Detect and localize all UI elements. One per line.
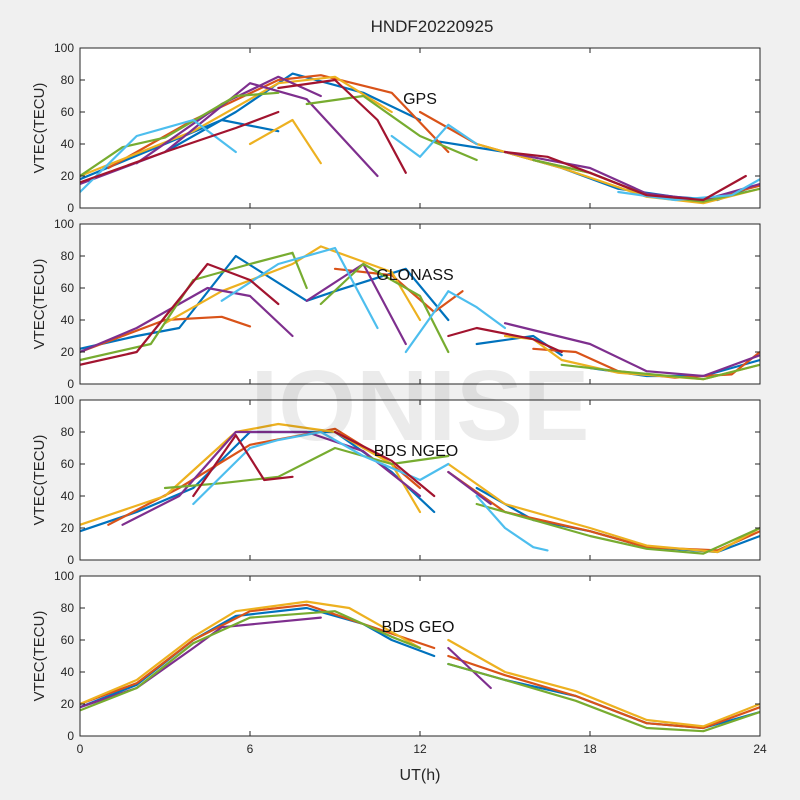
series-group xyxy=(80,422,760,555)
y-axis-label: VTEC(TECU) xyxy=(31,259,48,350)
series-line-4 xyxy=(80,315,252,354)
y-tick-label: 0 xyxy=(67,201,74,215)
y-tick-label: 80 xyxy=(61,249,75,263)
y-tick-label: 80 xyxy=(61,73,75,87)
y-tick-label: 20 xyxy=(61,521,75,535)
series-line-13 xyxy=(192,434,294,498)
panel-3: 0 20 40 60 80 100 VTEC(TECU) BDS NGEO xyxy=(31,393,761,567)
watermark: IONISE xyxy=(251,350,590,462)
series-group xyxy=(80,600,760,733)
x-tick-label: 18 xyxy=(583,742,597,756)
y-tick-label: 20 xyxy=(61,345,75,359)
x-tick-label: 6 xyxy=(247,742,254,756)
series-line-6 xyxy=(447,638,760,728)
series-line-10 xyxy=(447,662,760,733)
series-line-2 xyxy=(163,72,422,154)
y-tick-label: 80 xyxy=(61,425,75,439)
y-axis-label: VTEC(TECU) xyxy=(31,435,48,526)
series-line-14 xyxy=(560,363,760,381)
constellation-label: BDS NGEO xyxy=(374,443,458,460)
series-line-16 xyxy=(404,290,507,354)
series-line-9 xyxy=(80,286,294,354)
series-line-20 xyxy=(503,150,747,202)
y-tick-label: 60 xyxy=(61,105,75,119)
y-axis-label: VTEC(TECU) xyxy=(31,611,48,702)
series-line-10 xyxy=(135,75,322,165)
series-group xyxy=(80,245,760,381)
y-tick-label: 20 xyxy=(61,169,75,183)
series-line-10 xyxy=(475,502,760,555)
series-line-12 xyxy=(475,494,549,552)
series-line-11 xyxy=(192,430,450,506)
panel-1: 0 20 40 60 80 100 VTEC(TECU) GPS xyxy=(31,41,761,215)
plot-area xyxy=(80,224,760,384)
y-tick-label: 40 xyxy=(61,313,75,327)
y-tick-label: 40 xyxy=(61,137,75,151)
series-line-5 xyxy=(80,600,422,706)
y-tick-label: 60 xyxy=(61,281,75,295)
y-tick-label: 40 xyxy=(61,665,75,679)
constellation-label: GLONASS xyxy=(376,267,453,284)
series-line-4 xyxy=(447,654,760,730)
series-line-9 xyxy=(80,610,422,712)
series-line-8 xyxy=(447,470,492,506)
series-line-11 xyxy=(503,322,760,378)
series-line-7 xyxy=(248,118,322,165)
panel-2: 0 20 40 60 80 100 VTEC(TECU) GLONASS xyxy=(31,217,761,391)
y-tick-label: 100 xyxy=(54,41,74,55)
series-line-6 xyxy=(447,462,760,554)
series-line-13 xyxy=(305,94,478,162)
series-line-14 xyxy=(333,430,436,498)
y-axis-label: VTEC(TECU) xyxy=(31,83,48,174)
chart-title: HNDF20220925 xyxy=(371,17,494,36)
series-line-16 xyxy=(390,123,478,158)
y-tick-label: 60 xyxy=(61,457,75,471)
x-axis-label: UT(h) xyxy=(400,767,441,784)
series-line-15 xyxy=(220,246,379,330)
y-tick-label: 100 xyxy=(54,393,74,407)
series-line-1 xyxy=(80,254,450,350)
series-line-13 xyxy=(319,262,450,354)
x-tick-label: 24 xyxy=(753,742,767,756)
x-tick-label: 0 xyxy=(77,742,84,756)
constellation-label: GPS xyxy=(403,91,437,108)
y-tick-label: 100 xyxy=(54,569,74,583)
y-tick-label: 0 xyxy=(67,377,74,391)
y-tick-label: 40 xyxy=(61,489,75,503)
series-line-12 xyxy=(80,91,280,178)
series-line-5 xyxy=(333,267,464,314)
series-line-18 xyxy=(80,110,280,184)
series-group xyxy=(80,72,760,205)
y-tick-label: 0 xyxy=(67,729,74,743)
y-tick-label: 100 xyxy=(54,217,74,231)
y-tick-label: 60 xyxy=(61,633,75,647)
panel-4: 0 20 40 60 80 100 0 6 12 18 24 VTEC(TECU) BDS GEO xyxy=(31,569,767,756)
plot-area xyxy=(80,576,760,736)
y-tick-label: 0 xyxy=(67,553,74,567)
series-line-8 xyxy=(447,646,492,690)
x-tick-label: 12 xyxy=(413,742,427,756)
series-line-6 xyxy=(80,75,393,178)
series-line-19 xyxy=(277,78,407,174)
series-line-18 xyxy=(447,326,563,354)
series-line-17 xyxy=(80,262,280,366)
y-tick-label: 80 xyxy=(61,601,75,615)
series-line-4 xyxy=(107,74,450,170)
y-tick-label: 20 xyxy=(61,697,75,711)
constellation-label: BDS GEO xyxy=(382,619,455,636)
